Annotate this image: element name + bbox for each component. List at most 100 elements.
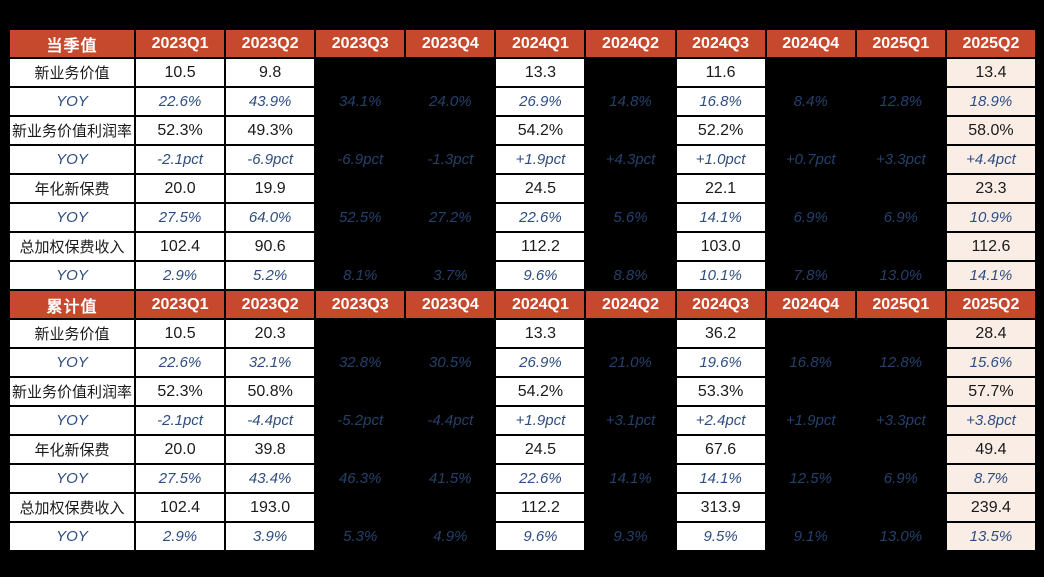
table-cell: -2.1pct bbox=[133, 405, 227, 436]
table-cell: 313.9 bbox=[674, 492, 767, 523]
table-cell: 23.3 bbox=[944, 173, 1038, 204]
table-cell: -6.9pct bbox=[224, 144, 317, 175]
table-cell: 26.9% bbox=[494, 86, 587, 117]
table-cell bbox=[404, 173, 497, 204]
table-cell bbox=[854, 173, 947, 204]
row-label: YOY bbox=[8, 463, 136, 494]
table-cell: 52.5% bbox=[314, 202, 407, 233]
table-cell: -2.1pct bbox=[133, 144, 227, 175]
table-cell bbox=[314, 318, 407, 349]
table-row: 新业务价值利润率 52.3% 50.8% 54.2% 53.3% 57.7% bbox=[8, 376, 1038, 407]
table-cell: 13.3 bbox=[494, 318, 587, 349]
table-row: YOY 2.9% 5.2% 8.1% 3.7% 9.6% 8.8% 10.1% 7.8% 13.0… bbox=[8, 260, 1038, 291]
table-cell bbox=[314, 231, 407, 262]
quarterly-metrics-table: 当季值 2023Q1 2023Q2 2023Q3 2023Q4 2024Q1 2024Q2 2… bbox=[8, 28, 1038, 552]
table-cell: 53.3% bbox=[674, 376, 767, 407]
table-cell: 22.6% bbox=[133, 86, 227, 117]
table-cell: 102.4 bbox=[133, 492, 227, 523]
column-header: 2023Q4 bbox=[404, 28, 497, 59]
table-cell bbox=[314, 434, 407, 465]
table-cell bbox=[404, 57, 497, 88]
table-cell bbox=[584, 434, 677, 465]
row-label: YOY bbox=[8, 260, 136, 291]
table-cell: 9.6% bbox=[494, 521, 587, 552]
table-cell bbox=[584, 173, 677, 204]
table-cell: 32.8% bbox=[314, 347, 407, 378]
table-cell: +0.7pct bbox=[764, 144, 857, 175]
table-cell: 64.0% bbox=[224, 202, 317, 233]
table-cell: 5.2% bbox=[224, 260, 317, 291]
table-cell bbox=[854, 57, 947, 88]
table-cell: 8.7% bbox=[944, 463, 1038, 494]
row-label: YOY bbox=[8, 521, 136, 552]
table-cell: 9.8 bbox=[224, 57, 317, 88]
table-cell bbox=[584, 115, 677, 146]
table-cell: 193.0 bbox=[224, 492, 317, 523]
table-cell: 9.6% bbox=[494, 260, 587, 291]
table-row: YOY 2.9% 3.9% 5.3% 4.9% 9.6% 9.3% 9.5% 9.1% 13.0%… bbox=[8, 521, 1038, 552]
table-cell: 12.8% bbox=[854, 347, 947, 378]
table-cell bbox=[764, 318, 857, 349]
table-cell: 12.8% bbox=[854, 86, 947, 117]
table-row: YOY 27.5% 43.4% 46.3% 41.5% 22.6% 14.1% 14.1% 12… bbox=[8, 463, 1038, 494]
table-cell: 19.6% bbox=[674, 347, 767, 378]
table-cell: 52.3% bbox=[133, 115, 227, 146]
table-cell: 5.6% bbox=[584, 202, 677, 233]
table-cell: +1.9pct bbox=[764, 405, 857, 436]
table-cell: +3.1pct bbox=[584, 405, 677, 436]
table-row: 新业务价值 10.5 9.8 13.3 11.6 13.4 bbox=[8, 57, 1038, 88]
table-cell: -6.9pct bbox=[314, 144, 407, 175]
table-cell: 14.1% bbox=[674, 202, 767, 233]
table-cell bbox=[764, 376, 857, 407]
table-cell: -1.3pct bbox=[404, 144, 497, 175]
table-cell bbox=[854, 492, 947, 523]
table-cell: 10.9% bbox=[944, 202, 1038, 233]
row-label: 新业务价值 bbox=[8, 318, 136, 349]
row-label: 新业务价值利润率 bbox=[8, 376, 136, 407]
table-cell bbox=[764, 115, 857, 146]
table-cell bbox=[764, 434, 857, 465]
table-cell: 24.0% bbox=[404, 86, 497, 117]
row-label: YOY bbox=[8, 347, 136, 378]
column-header: 2023Q1 bbox=[133, 289, 227, 320]
table-cell: 22.6% bbox=[494, 202, 587, 233]
table-cell: +1.9pct bbox=[494, 405, 587, 436]
table-cell: 4.9% bbox=[404, 521, 497, 552]
header-row: 累计值 2023Q1 2023Q2 2023Q3 2023Q4 2024Q1 2024Q2 2… bbox=[8, 289, 1038, 320]
table-row: 新业务价值利润率 52.3% 49.3% 54.2% 52.2% 58.0% bbox=[8, 115, 1038, 146]
table-cell: 57.7% bbox=[944, 376, 1038, 407]
header-row: 当季值 2023Q1 2023Q2 2023Q3 2023Q4 2024Q1 2024Q2 2… bbox=[8, 28, 1038, 59]
table-cell: 6.9% bbox=[854, 202, 947, 233]
table-row: 总加权保费收入 102.4 90.6 112.2 103.0 112.6 bbox=[8, 231, 1038, 262]
table-cell: 36.2 bbox=[674, 318, 767, 349]
table-cell bbox=[764, 173, 857, 204]
table-cell: 5.3% bbox=[314, 521, 407, 552]
row-label: 年化新保费 bbox=[8, 173, 136, 204]
table-cell: 28.4 bbox=[944, 318, 1038, 349]
table-cell: 13.0% bbox=[854, 260, 947, 291]
table-row: 年化新保费 20.0 19.9 24.5 22.1 23.3 bbox=[8, 173, 1038, 204]
table-cell: 22.1 bbox=[674, 173, 767, 204]
table-cell: 54.2% bbox=[494, 115, 587, 146]
table-cell bbox=[764, 231, 857, 262]
table-cell: -4.4pct bbox=[404, 405, 497, 436]
table-cell: 21.0% bbox=[584, 347, 677, 378]
table-cell: 3.9% bbox=[224, 521, 317, 552]
row-label: 总加权保费收入 bbox=[8, 492, 136, 523]
table-cell: 9.5% bbox=[674, 521, 767, 552]
table-cell bbox=[764, 492, 857, 523]
table-cell: 18.9% bbox=[944, 86, 1038, 117]
column-header: 2023Q4 bbox=[404, 289, 497, 320]
table-cell bbox=[584, 376, 677, 407]
table-cell: 112.2 bbox=[494, 231, 587, 262]
table-cell bbox=[314, 115, 407, 146]
column-header: 2024Q1 bbox=[494, 28, 587, 59]
table-cell: 10.1% bbox=[674, 260, 767, 291]
table-cell bbox=[764, 57, 857, 88]
table-cell: 13.3 bbox=[494, 57, 587, 88]
column-header: 2024Q4 bbox=[764, 28, 857, 59]
table-cell: 19.9 bbox=[224, 173, 317, 204]
table-cell: 43.4% bbox=[224, 463, 317, 494]
table-cell: +3.3pct bbox=[854, 144, 947, 175]
